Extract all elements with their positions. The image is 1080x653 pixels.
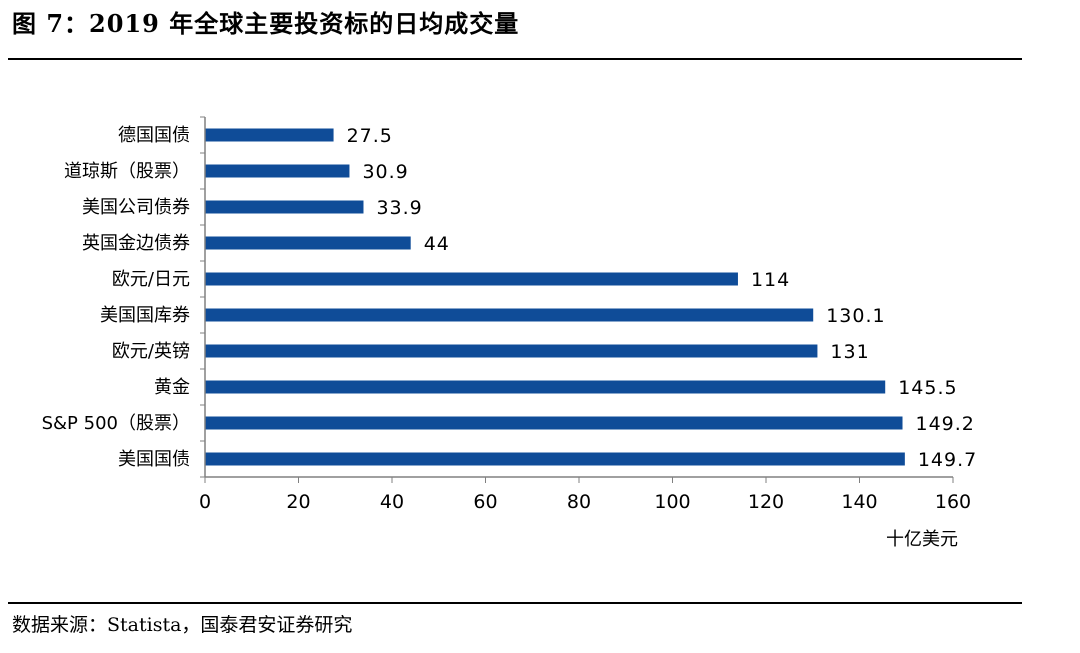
category-label: 美国国库券 [100,305,190,326]
value-label: 149.7 [918,449,977,471]
bar [205,236,411,250]
x-tick-label: 40 [380,491,404,513]
category-label: 黄金 [154,377,190,398]
value-label: 33.9 [376,197,422,219]
x-axis: 0 20 40 60 80 100 120 140 160 [199,116,971,513]
bar [205,344,818,358]
value-label: 149.2 [916,413,975,435]
value-labels: 27.5 30.9 33.944 114 130.1 131 145.5 149.2 149.7 [347,125,977,471]
category-label: 欧元/日元 [112,269,190,290]
bar [205,164,350,178]
x-tick-label: 120 [748,491,784,513]
category-label: S&P 500（股票） [42,413,190,434]
value-label: 44 [424,233,450,255]
top-rule [8,58,1022,60]
figure-title: 图 7：2019 年全球主要投资标的日均成交量 [12,9,520,38]
x-tick-label: 140 [841,491,877,513]
bar [205,452,905,466]
x-tick-label: 20 [286,491,310,513]
category-label: 道琼斯（股票） [64,161,190,182]
x-tick-label: 0 [199,491,211,513]
category-label: 英国金边债券 [82,233,190,254]
category-label: 美国公司债券 [82,197,190,218]
x-tick-label: 80 [567,491,591,513]
value-label: 131 [830,341,869,363]
category-label: 欧元/英镑 [112,341,190,362]
source-note: 数据来源：Statista，国泰君安证券研究 [12,614,353,636]
category-label: 美国国债 [118,449,190,470]
bar [205,200,364,214]
x-tick-label: 60 [473,491,497,513]
bottom-rule [8,602,1022,604]
category-label: 德国国债 [118,125,190,146]
x-tick-label: 100 [654,491,690,513]
bar [205,416,903,430]
value-label: 27.5 [347,125,393,147]
value-label: 130.1 [826,305,885,327]
bar [205,272,738,286]
bar [205,380,886,394]
value-label: 145.5 [898,377,957,399]
x-tick-label: 160 [935,491,971,513]
x-axis-title: 十亿美元 [886,529,958,550]
value-label: 114 [751,269,790,291]
bars [205,128,905,466]
bar [205,128,334,142]
bar [205,308,814,322]
value-label: 30.9 [362,161,408,183]
